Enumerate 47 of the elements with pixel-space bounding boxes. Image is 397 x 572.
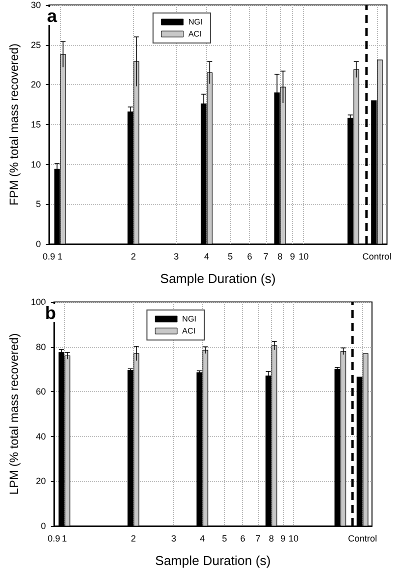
y-tick-label: 20 [30, 80, 41, 90]
x-tick-label: 1 [62, 534, 67, 544]
x-tick-label: Control [362, 252, 392, 262]
x-tick-label: 3 [171, 534, 176, 544]
y-tick-label: 20 [36, 476, 46, 486]
x-tick-label: 3 [174, 252, 179, 262]
y-tick-label: 80 [36, 342, 46, 352]
x-tick-label: 2 [130, 252, 136, 262]
y-tick-label: 25 [30, 40, 41, 50]
y-tick-label: 0 [36, 239, 41, 249]
legend-label: ACI [188, 30, 202, 38]
x-tick-label: 8 [277, 252, 283, 262]
x-tick-label: 0.9 [42, 252, 56, 262]
x-tick-label: 7 [256, 534, 261, 544]
y-axis-title: FPM (% total mass recovered) [7, 43, 21, 206]
y-tick-label: 100 [30, 297, 46, 307]
y-tick-label: 40 [36, 431, 46, 442]
y-tick-label: 0 [40, 521, 46, 531]
x-tick-label: 6 [247, 252, 252, 262]
x-tick-label: 2 [130, 534, 136, 544]
x-tick-label: 5 [222, 534, 228, 544]
legend-label: ACI [182, 326, 196, 336]
x-tick-label: 5 [228, 252, 233, 262]
y-tick-label: 10 [30, 159, 41, 170]
legend-label: NGI [182, 314, 196, 324]
x-tick-label: 4 [204, 252, 210, 262]
x-axis-title: Sample Duration (s) [155, 553, 271, 568]
x-tick-label: Control [348, 534, 378, 544]
chart-title: b [45, 303, 56, 323]
chart-title: a [47, 6, 58, 26]
x-tick-label: 0.9 [48, 534, 60, 544]
legend-label: NGI [188, 18, 203, 26]
y-tick-label: 60 [36, 386, 46, 397]
x-tick-label: 1 [58, 252, 63, 262]
x-tick-label: 9 [280, 534, 286, 544]
y-tick-label: 15 [30, 120, 41, 130]
x-axis-title: Sample Duration (s) [160, 271, 276, 286]
x-tick-label: 6 [240, 534, 246, 544]
x-tick-label: 8 [268, 534, 274, 544]
x-tick-label: 7 [263, 252, 268, 262]
x-tick-label: 10 [288, 534, 299, 544]
y-tick-label: 5 [36, 199, 41, 210]
x-tick-label: 9 [290, 252, 295, 262]
x-tick-label: 10 [298, 252, 309, 262]
x-tick-label: 4 [200, 534, 205, 544]
y-tick-label: 30 [30, 0, 41, 10]
y-axis-title: LPM (% total mass recovered) [7, 333, 21, 495]
